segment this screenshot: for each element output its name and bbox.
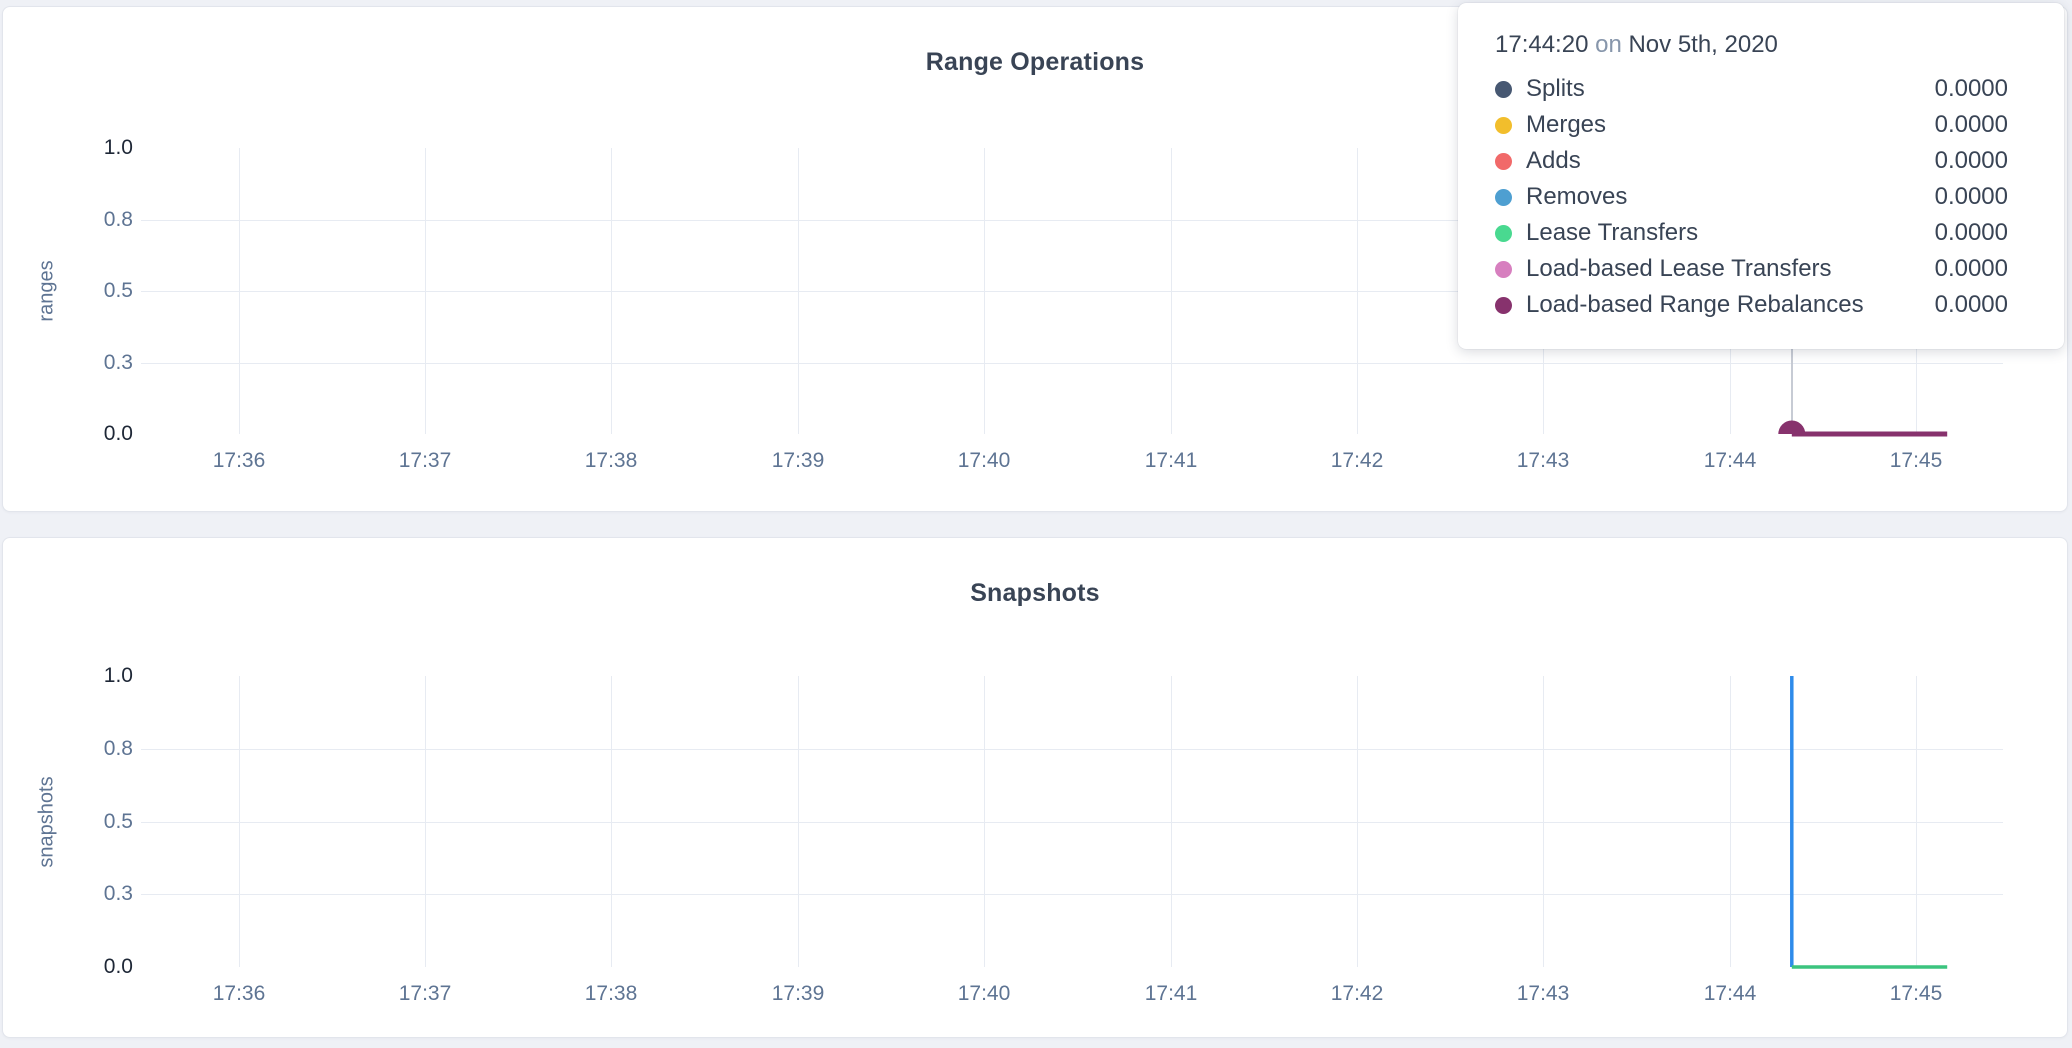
x-axis-tick-label: 17:43 (1516, 982, 1570, 1005)
series-color-dot-icon (1495, 188, 1512, 206)
vertical-gridline (611, 148, 612, 434)
vertical-gridline (984, 676, 985, 967)
series-color-dot-icon (1495, 224, 1512, 242)
series-color-dot-icon (1495, 116, 1512, 134)
vertical-gridline (1543, 676, 1544, 967)
x-axis-tick-label: 17:43 (1516, 449, 1570, 472)
horizontal-gridline (141, 822, 2003, 823)
series-color-dot-icon (1495, 260, 1512, 278)
series-value: 0.0000 (1934, 219, 2008, 246)
vertical-gridline (239, 148, 240, 434)
x-axis-tick-label: 17:42 (1330, 982, 1384, 1005)
tooltip-series-row: Removes 0.0000 (1495, 179, 2008, 215)
snapshots-chart-card: Snapshots snapshots 1.0 0.8 0.5 0.3 0.0 17:36… (2, 537, 2068, 1038)
chart-plot-area[interactable] (153, 676, 1950, 967)
x-axis-tick-label: 17:37 (398, 449, 452, 472)
chart-title: Snapshots (970, 579, 1100, 607)
y-axis-tick-label: 0.3 (103, 882, 133, 905)
x-axis-tick-label: 17:39 (771, 449, 825, 472)
series-value: 0.0000 (1934, 183, 2008, 210)
y-axis-tick-label: 0.0 (103, 955, 133, 978)
y-axis-tick-label: 0.3 (103, 351, 133, 374)
tooltip-series-list: Splits 0.0000 Merges 0.0000 Adds 0.0000 Remove… (1495, 71, 2008, 323)
tooltip-series-row: Load-based Range Rebalances 0.0000 (1495, 287, 2008, 323)
tooltip-timestamp: 17:44:20 on Nov 5th, 2020 (1495, 30, 2008, 60)
x-axis-tick-label: 17:37 (398, 982, 452, 1005)
vertical-gridline (1357, 676, 1358, 967)
tooltip-on-word: on (1595, 31, 1622, 58)
x-axis-tick-label: 17:44 (1703, 982, 1757, 1005)
tooltip-time: 17:44:20 (1495, 31, 1589, 58)
y-axis-tick-label: 0.0 (103, 422, 133, 445)
vertical-gridline (1916, 676, 1917, 967)
vertical-gridline (984, 148, 985, 434)
horizontal-gridline (141, 749, 2003, 750)
x-axis-tick-label: 17:36 (212, 449, 266, 472)
x-axis-tick-label: 17:38 (584, 982, 638, 1005)
chart-title: Range Operations (925, 48, 1145, 76)
x-axis-tick-label: 17:40 (957, 449, 1011, 472)
tooltip-series-row: Adds 0.0000 (1495, 143, 2008, 179)
series-value: 0.0000 (1934, 111, 2008, 138)
y-axis-title: ranges (35, 260, 58, 322)
x-axis-tick-label: 17:41 (1144, 449, 1198, 472)
series-label: Merges (1526, 111, 1607, 138)
series-label: Load-based Lease Transfers (1526, 255, 1832, 282)
vertical-gridline (239, 676, 240, 967)
y-axis-tick-label: 0.8 (103, 737, 133, 760)
vertical-gridline (798, 148, 799, 434)
tooltip-series-row: Load-based Lease Transfers 0.0000 (1495, 251, 2008, 287)
series-value: 0.0000 (1934, 75, 2008, 102)
series-color-dot-icon (1495, 296, 1512, 314)
series-label: Adds (1526, 147, 1581, 174)
series-color-dot-icon (1495, 80, 1512, 98)
horizontal-gridline (141, 220, 2003, 221)
tooltip-series-row: Lease Transfers 0.0000 (1495, 215, 2008, 251)
vertical-gridline (425, 676, 426, 967)
series-label: Load-based Range Rebalances (1526, 291, 1864, 318)
x-axis-tick-label: 17:44 (1703, 449, 1757, 472)
series-color-dot-icon (1495, 152, 1512, 170)
series-label: Splits (1526, 75, 1585, 102)
horizontal-gridline (141, 894, 2003, 895)
vertical-gridline (1730, 676, 1731, 967)
y-axis-tick-label: 1.0 (103, 136, 133, 159)
vertical-gridline (425, 148, 426, 434)
x-axis-tick-label: 17:36 (212, 982, 266, 1005)
x-axis-tick-label: 17:45 (1889, 449, 1943, 472)
series-label: Removes (1526, 183, 1628, 210)
y-axis-tick-label: 1.0 (103, 664, 133, 687)
x-axis-tick-label: 17:41 (1144, 982, 1198, 1005)
tooltip-date: Nov 5th, 2020 (1628, 31, 1778, 58)
tooltip-series-row: Splits 0.0000 (1495, 71, 2008, 107)
vertical-gridline (611, 676, 612, 967)
x-axis-tick-label: 17:42 (1330, 449, 1384, 472)
horizontal-gridline (141, 291, 2003, 292)
series-value: 0.0000 (1934, 291, 2008, 318)
series-label: Lease Transfers (1526, 219, 1699, 246)
chart-hover-tooltip: 17:44:20 on Nov 5th, 2020 Splits 0.0000 Me… (1458, 3, 2064, 349)
y-axis-tick-label: 0.5 (103, 810, 133, 833)
y-axis-tick-label: 0.8 (103, 208, 133, 231)
horizontal-gridline (141, 363, 2003, 364)
x-axis-tick-label: 17:39 (771, 982, 825, 1005)
x-axis-tick-label: 17:40 (957, 982, 1011, 1005)
series-value: 0.0000 (1934, 147, 2008, 174)
y-axis-title: snapshots (35, 776, 58, 868)
vertical-gridline (1171, 148, 1172, 434)
vertical-gridline (1171, 676, 1172, 967)
y-axis-tick-label: 0.5 (103, 279, 133, 302)
x-axis-tick-label: 17:38 (584, 449, 638, 472)
series-value: 0.0000 (1934, 255, 2008, 282)
tooltip-series-row: Merges 0.0000 (1495, 107, 2008, 143)
vertical-gridline (1357, 148, 1358, 434)
x-axis-tick-label: 17:45 (1889, 982, 1943, 1005)
vertical-gridline (798, 676, 799, 967)
